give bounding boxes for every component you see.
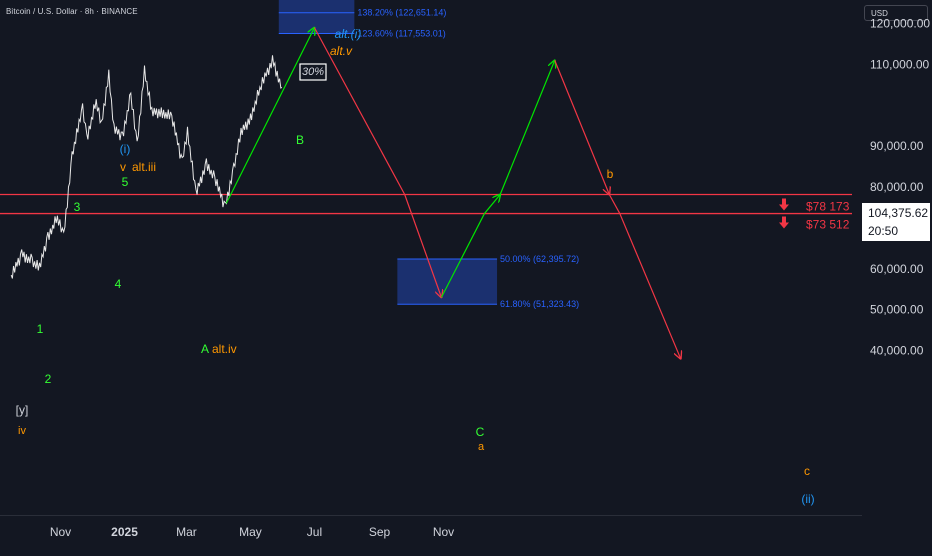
wave-label: c	[804, 464, 810, 478]
time-tick: Nov	[433, 525, 454, 539]
wave-label: 2	[45, 372, 52, 386]
wave-label: b	[607, 167, 614, 181]
wave-label: 3	[74, 200, 81, 214]
price-tick: 80,000.00	[870, 180, 924, 194]
projection-up-arrow[interactable]	[499, 60, 555, 195]
wave-label: v	[120, 160, 126, 174]
chart-title: Bitcoin / U.S. Dollar · 8h · BINANCE	[6, 7, 138, 16]
current-price: 104,375.62	[868, 206, 929, 220]
wave-label: a	[478, 441, 485, 453]
time-axis[interactable]: Nov 2025 Mar May Jul Sep Nov	[0, 515, 862, 551]
price-tick: 60,000.00	[870, 262, 924, 276]
projection-down-arrow[interactable]	[404, 194, 442, 298]
fib-label-upper: 123.60% (117,553.01)	[357, 29, 445, 39]
fib-label-lower: 61.80% (51,323.43)	[500, 299, 579, 309]
fib-zone-lower[interactable]	[397, 258, 498, 305]
price-tick: 120,000.00	[870, 17, 930, 31]
wave-label: alt.iii	[132, 160, 156, 174]
current-price-badge: 104,375.62 20:50	[862, 203, 930, 241]
projection-down-arrow[interactable]	[554, 60, 610, 194]
arrow-down-icon	[779, 198, 789, 211]
wave-label: 30%	[302, 66, 324, 78]
wave-label: iv	[18, 425, 26, 437]
wave-label: 1	[37, 322, 44, 336]
price-tick: 50,000.00	[870, 303, 924, 317]
wave-label: 5	[122, 175, 129, 189]
projection-up-arrow[interactable]	[483, 195, 500, 214]
projection-down-arrow[interactable]	[619, 213, 681, 359]
wave-label: alt.iv	[212, 342, 237, 356]
time-tick: Mar	[176, 525, 197, 539]
currency-button[interactable]: USD	[864, 5, 928, 21]
price-tick: 90,000.00	[870, 139, 924, 153]
wave-label: C	[476, 425, 485, 439]
price-tick: 40,000.00	[870, 344, 924, 358]
wave-label: (ii)	[801, 492, 814, 506]
wave-label: A	[201, 342, 209, 356]
projection-up-arrow[interactable]	[225, 28, 314, 204]
wave-label: alt.(i)	[335, 27, 362, 41]
wave-label: [y]	[16, 403, 29, 417]
bar-countdown: 20:50	[868, 224, 899, 238]
wave-label: B	[296, 133, 304, 147]
time-tick: 2025	[111, 525, 138, 539]
time-tick: Sep	[369, 525, 391, 539]
wave-label: (i)	[120, 142, 131, 156]
level-label: $73 512	[806, 218, 850, 232]
fib-zone-upper[interactable]	[278, 0, 355, 34]
arrow-down-icon	[779, 216, 789, 229]
fib-label-lower: 50.00% (62,395.72)	[500, 254, 579, 264]
time-tick: Nov	[50, 525, 71, 539]
fib-label-upper: 138.20% (122,651.14)	[357, 8, 446, 18]
wave-label: alt.v	[330, 44, 353, 58]
time-tick: May	[239, 525, 262, 539]
probability-box	[299, 63, 327, 81]
projection-down-arrow[interactable]	[608, 194, 621, 214]
projection-up-arrow[interactable]	[440, 213, 485, 298]
level-label: $78 173	[806, 200, 850, 214]
price-line[interactable]	[10, 55, 283, 279]
time-tick: Jul	[307, 525, 322, 539]
price-axis[interactable]: 120,000.00110,000.0090,000.0080,000.0070…	[862, 0, 932, 510]
projection-down-arrow[interactable]	[313, 27, 406, 195]
price-tick: 110,000.00	[870, 57, 929, 71]
wave-label: 4	[115, 277, 122, 291]
